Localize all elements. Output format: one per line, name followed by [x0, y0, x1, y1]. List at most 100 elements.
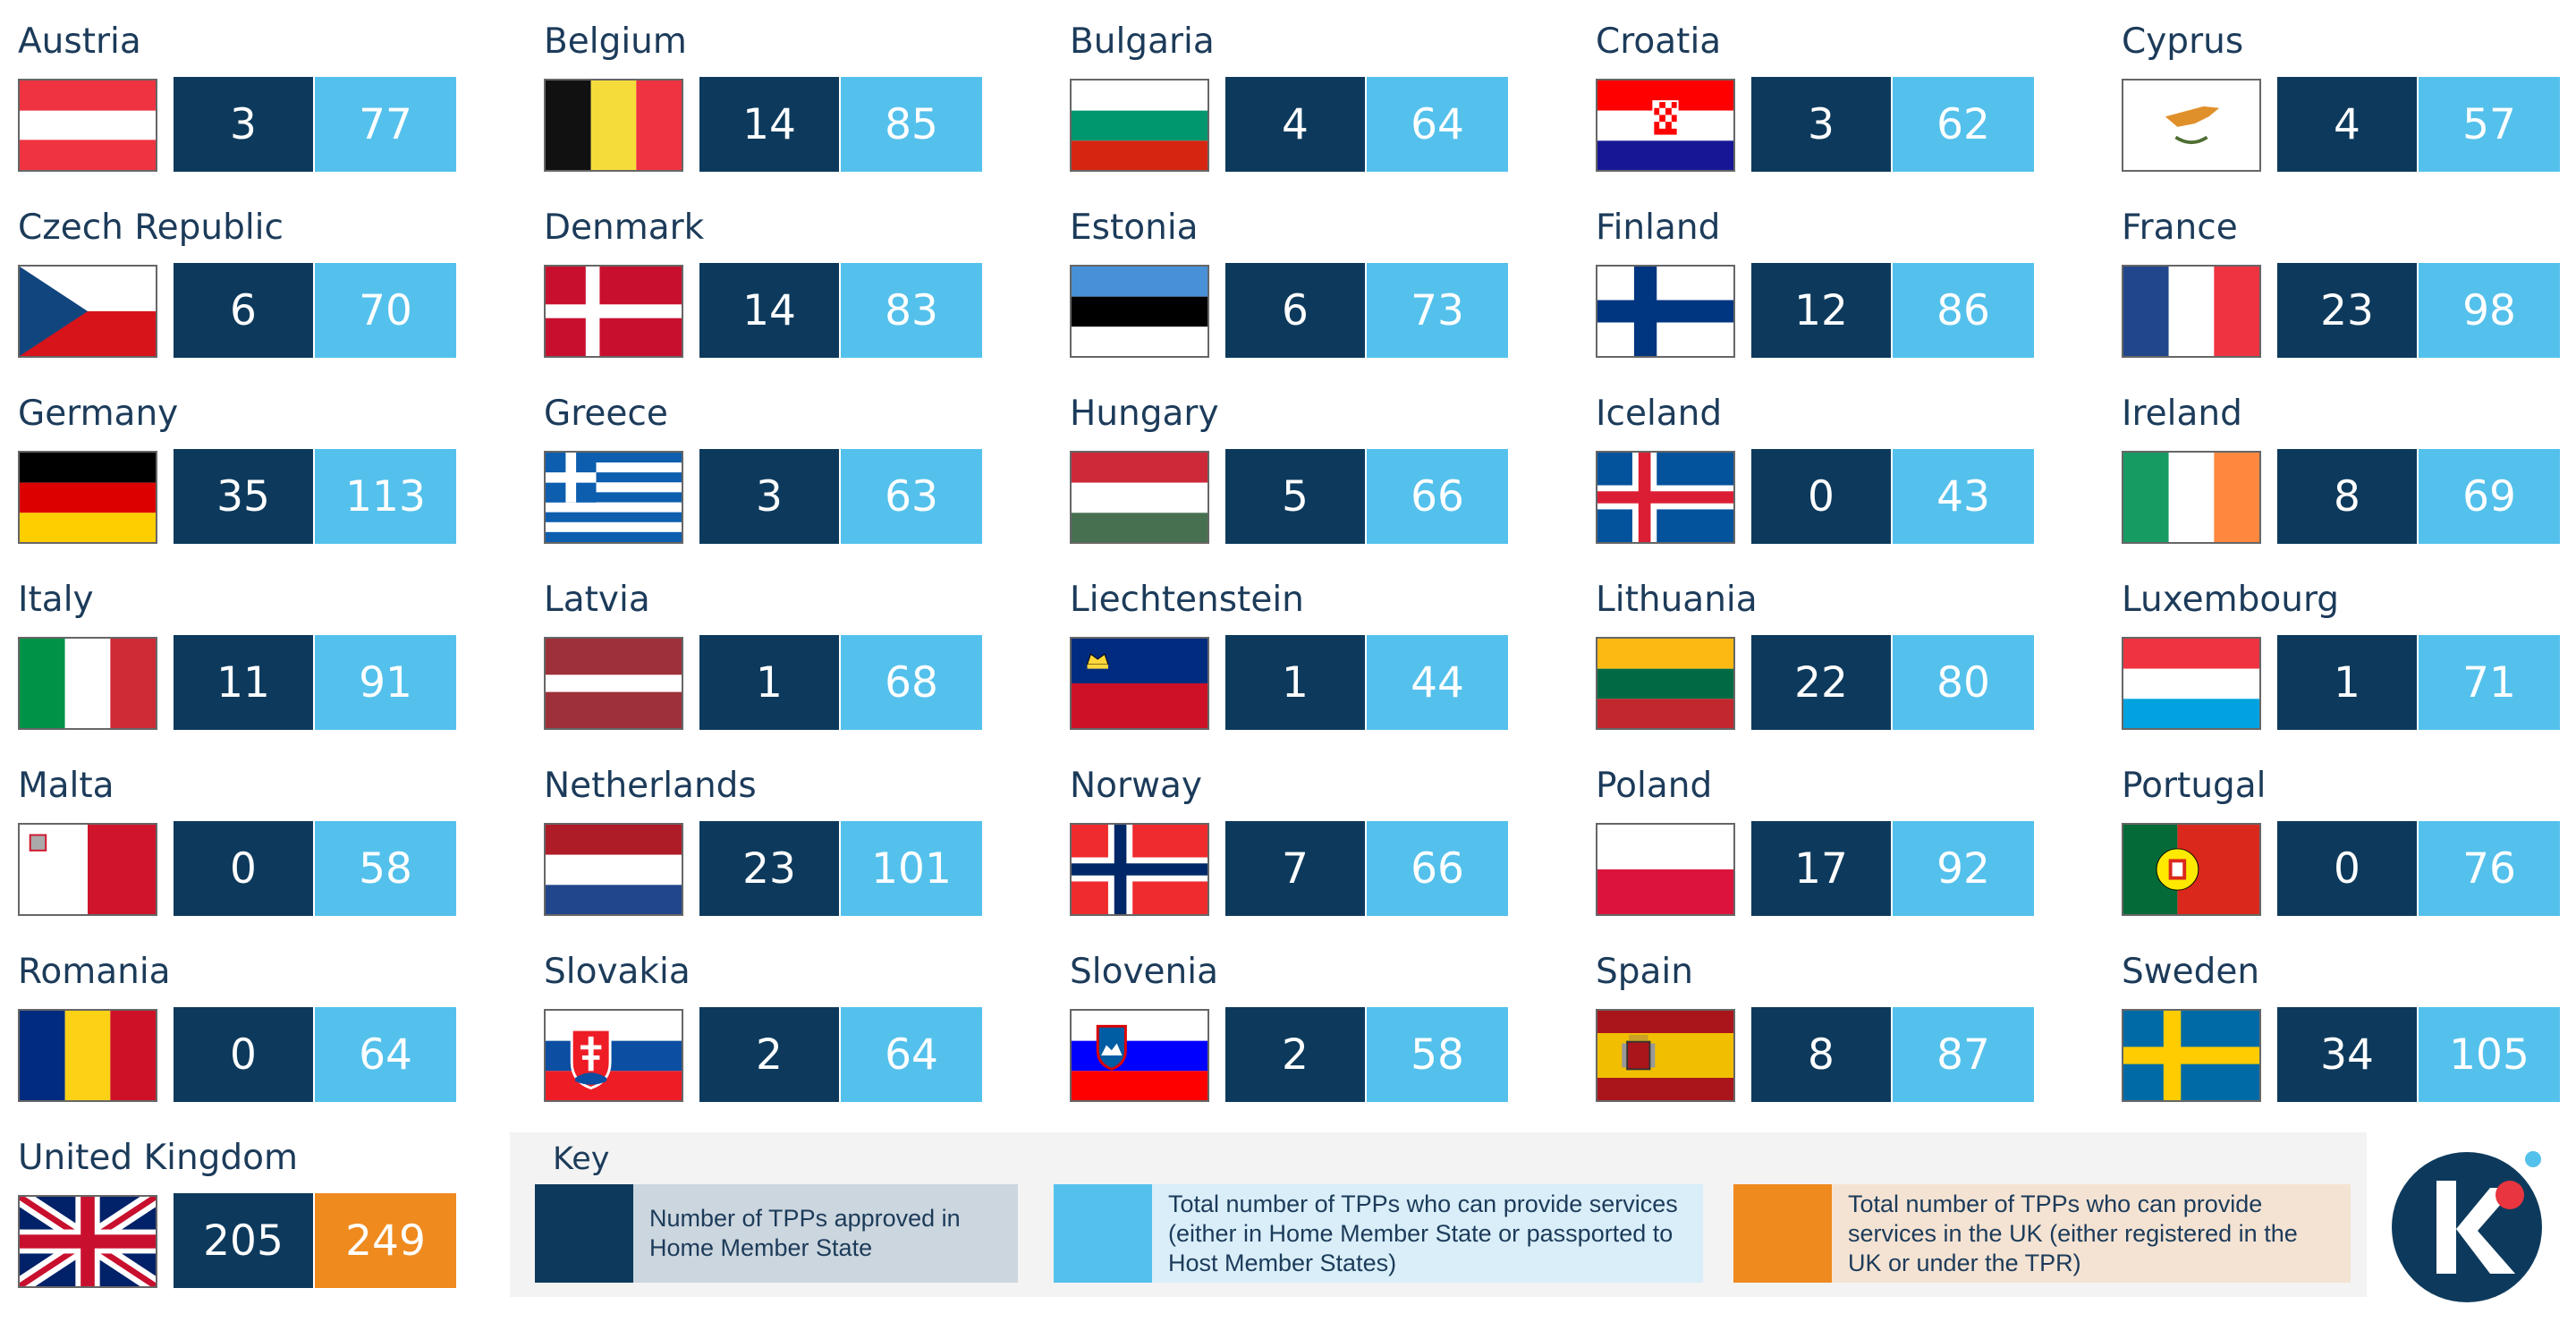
country-card-norway: Norway 7 66: [1068, 766, 1569, 945]
key-title: Key: [553, 1141, 610, 1177]
home-approved-value: 1: [1225, 635, 1365, 730]
country-name: Croatia: [1596, 21, 1722, 62]
total-providers-value: 249: [315, 1193, 456, 1288]
total-providers-value: 91: [315, 635, 456, 730]
malta-flag-icon: [18, 823, 157, 916]
country-name: Liechtenstein: [1070, 580, 1304, 620]
home-approved-value: 12: [1751, 263, 1891, 358]
bulgaria-flag-icon: [1070, 79, 1209, 172]
total-providers-value: 64: [841, 1007, 982, 1102]
france-flag-icon: [2122, 265, 2261, 358]
home-approved-value: 23: [2277, 263, 2417, 358]
home-approved-value: 1: [699, 635, 839, 730]
country-name: Ireland: [2122, 394, 2242, 434]
home-approved-value: 17: [1751, 821, 1891, 916]
total-providers-value: 77: [315, 77, 456, 172]
netherlands-flag-icon: [544, 823, 683, 916]
total-providers-value: 80: [1893, 635, 2034, 730]
slovenia-flag-icon: [1070, 1009, 1209, 1102]
country-card-belgium: Belgium 14 85: [542, 21, 1043, 200]
total-providers-value: 57: [2419, 77, 2560, 172]
country-name: Poland: [1596, 766, 1713, 806]
total-providers-value: 113: [315, 449, 456, 544]
germany-flag-icon: [18, 451, 157, 544]
portugal-flag-icon: [2122, 823, 2261, 916]
country-name: Slovenia: [1070, 952, 1218, 992]
united-kingdom-flag-icon: [18, 1195, 157, 1288]
country-card-malta: Malta 0 58: [16, 766, 517, 945]
country-name: Norway: [1070, 766, 1202, 806]
country-name: Italy: [18, 580, 94, 620]
country-card-romania: Romania 0 64: [16, 952, 517, 1131]
key-swatch-home: [535, 1184, 633, 1283]
home-approved-value: 4: [1225, 77, 1365, 172]
total-providers-value: 58: [1367, 1007, 1508, 1102]
country-card-liechtenstein: Liechtenstein 1 44: [1068, 580, 1569, 758]
country-name: Bulgaria: [1070, 21, 1215, 62]
total-providers-value: 70: [315, 263, 456, 358]
country-name: Romania: [18, 952, 171, 992]
home-approved-value: 8: [1751, 1007, 1891, 1102]
country-card-latvia: Latvia 1 68: [542, 580, 1043, 758]
greece-flag-icon: [544, 451, 683, 544]
country-name: Iceland: [1596, 394, 1723, 434]
home-approved-value: 0: [1751, 449, 1891, 544]
country-name: Denmark: [544, 208, 705, 248]
total-providers-value: 62: [1893, 77, 2034, 172]
home-approved-value: 205: [174, 1193, 313, 1288]
country-name: Portugal: [2122, 766, 2267, 806]
home-approved-value: 0: [2277, 821, 2417, 916]
country-name: France: [2122, 208, 2238, 248]
home-approved-value: 23: [699, 821, 839, 916]
total-providers-value: 63: [841, 449, 982, 544]
latvia-flag-icon: [544, 637, 683, 730]
country-name: Sweden: [2122, 952, 2260, 992]
total-providers-value: 87: [1893, 1007, 2034, 1102]
country-name: Latvia: [544, 580, 650, 620]
country-name: Luxembourg: [2122, 580, 2340, 620]
home-approved-value: 3: [699, 449, 839, 544]
home-approved-value: 34: [2277, 1007, 2417, 1102]
home-approved-value: 6: [174, 263, 313, 358]
hungary-flag-icon: [1070, 451, 1209, 544]
home-approved-value: 0: [174, 1007, 313, 1102]
key-label-total: Total number of TPPs who can provide ser…: [1152, 1184, 1703, 1283]
total-providers-value: 105: [2419, 1007, 2560, 1102]
czech-republic-flag-icon: [18, 265, 157, 358]
total-providers-value: 83: [841, 263, 982, 358]
total-providers-value: 43: [1893, 449, 2034, 544]
country-name: Germany: [18, 394, 179, 434]
country-name: Slovakia: [544, 952, 691, 992]
lithuania-flag-icon: [1596, 637, 1735, 730]
liechtenstein-flag-icon: [1070, 637, 1209, 730]
home-approved-value: 22: [1751, 635, 1891, 730]
country-card-austria: Austria 3 77: [16, 21, 517, 200]
home-approved-value: 11: [174, 635, 313, 730]
country-card-lithuania: Lithuania 22 80: [1594, 580, 2095, 758]
norway-flag-icon: [1070, 823, 1209, 916]
country-name: Finland: [1596, 208, 1721, 248]
home-approved-value: 35: [174, 449, 313, 544]
country-card-iceland: Iceland 0 43: [1594, 394, 2095, 572]
country-name: Austria: [18, 21, 141, 62]
total-providers-value: 73: [1367, 263, 1508, 358]
luxembourg-flag-icon: [2122, 637, 2261, 730]
home-approved-value: 3: [174, 77, 313, 172]
total-providers-value: 98: [2419, 263, 2560, 358]
total-providers-value: 58: [315, 821, 456, 916]
iceland-flag-icon: [1596, 451, 1735, 544]
home-approved-value: 6: [1225, 263, 1365, 358]
country-card-portugal: Portugal 0 76: [2120, 766, 2576, 945]
slovakia-flag-icon: [544, 1009, 683, 1102]
country-name: Spain: [1596, 952, 1693, 992]
country-name: Netherlands: [544, 766, 757, 806]
key-swatch-total: [1054, 1184, 1152, 1283]
home-approved-value: 2: [699, 1007, 839, 1102]
country-card-slovakia: Slovakia 2 64: [542, 952, 1043, 1131]
key-panel: Key Number of TPPs approved in Home Memb…: [510, 1132, 2367, 1297]
total-providers-value: 44: [1367, 635, 1508, 730]
total-providers-value: 85: [841, 77, 982, 172]
total-providers-value: 69: [2419, 449, 2560, 544]
country-card-slovenia: Slovenia 2 58: [1068, 952, 1569, 1131]
country-name: United Kingdom: [18, 1138, 299, 1178]
